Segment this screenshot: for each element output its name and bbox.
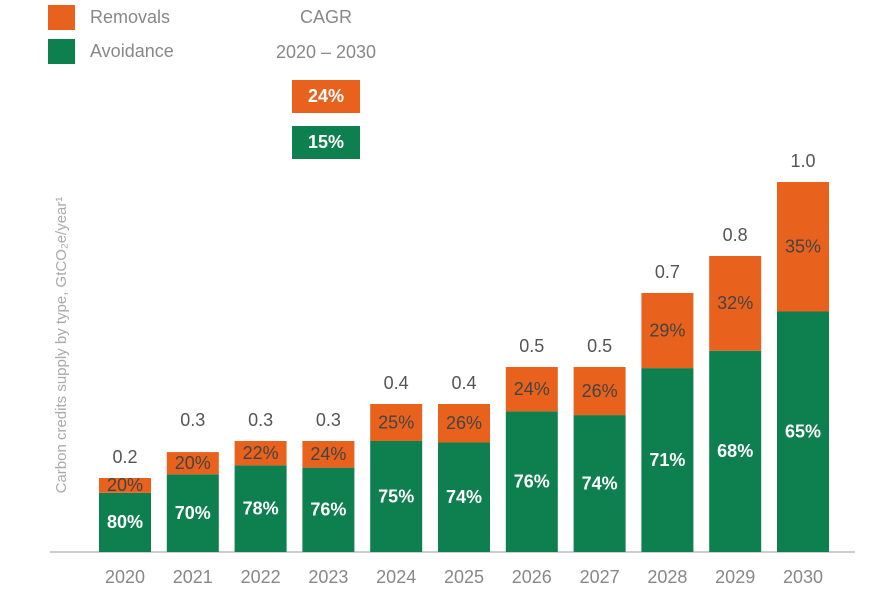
x-tick-label: 2022 [241, 567, 281, 587]
segment-label: 80% [107, 512, 143, 532]
bar-segment [302, 467, 355, 552]
segment-label: 68% [717, 441, 753, 461]
total-label: 0.8 [723, 225, 748, 245]
bar-segment [438, 442, 490, 552]
x-tick-label: 2030 [783, 567, 823, 587]
total-label: 1.0 [790, 151, 815, 171]
segment-label: 20% [175, 453, 211, 473]
bar-segment [709, 350, 762, 552]
segment-label: 20% [107, 475, 143, 495]
bar-segment [573, 367, 626, 416]
segment-label: 24% [514, 379, 550, 399]
bar-segment [505, 367, 558, 412]
x-tick-label: 2025 [444, 567, 484, 587]
x-tick-label: 2024 [376, 567, 416, 587]
legend-label: Removals [90, 7, 170, 27]
cagr-box [292, 80, 360, 113]
segment-label: 29% [649, 320, 685, 340]
segment-label: 65% [785, 422, 821, 442]
segment-label: 35% [785, 237, 821, 257]
total-label: 0.3 [180, 410, 205, 430]
segment-label: 32% [717, 293, 753, 313]
segment-label: 74% [582, 473, 618, 493]
x-tick-label: 2021 [173, 567, 213, 587]
total-label: 0.5 [519, 336, 544, 356]
x-tick-label: 2028 [647, 567, 687, 587]
x-tick-label: 2026 [512, 567, 552, 587]
x-tick-label: 2027 [580, 567, 620, 587]
segment-label: 71% [649, 450, 685, 470]
bar-segment [641, 368, 694, 552]
bar-segment [166, 474, 219, 552]
total-label: 0.2 [112, 447, 137, 467]
segment-label: 26% [582, 381, 618, 401]
segment-label: 24% [310, 444, 346, 464]
total-label: 0.7 [655, 262, 680, 282]
bar-segment [370, 441, 423, 552]
cagr-value: 15% [308, 132, 344, 152]
total-label: 0.5 [587, 336, 612, 356]
total-label: 0.4 [451, 373, 476, 393]
legend-swatch [48, 39, 75, 64]
bar-segment [641, 293, 694, 369]
bar-segment [99, 492, 151, 552]
x-tick-label: 2023 [308, 567, 348, 587]
segment-label: 70% [175, 503, 211, 523]
total-label: 0.3 [316, 410, 341, 430]
bar-segment [777, 182, 829, 312]
bar-segment [234, 441, 287, 466]
segment-label: 78% [243, 498, 279, 518]
bar-segment [166, 452, 219, 475]
segment-label: 76% [310, 500, 346, 520]
bar-segment [99, 478, 151, 493]
segment-label: 25% [378, 412, 414, 432]
bar-segment [777, 311, 829, 552]
legend-label: Avoidance [90, 41, 174, 61]
segment-label: 74% [446, 487, 482, 507]
y-axis-label: Carbon credits supply by type, GtCO₂e/ye… [53, 197, 70, 494]
cagr-period: 2020 – 2030 [276, 42, 376, 62]
cagr-box [292, 126, 360, 159]
x-tick-label: 2029 [715, 567, 755, 587]
segment-label: 26% [446, 413, 482, 433]
x-tick-label: 2020 [105, 567, 145, 587]
segment-label: 75% [378, 486, 414, 506]
bar-segment [438, 404, 490, 443]
cagr-value: 24% [308, 86, 344, 106]
cagr-title: CAGR [300, 7, 352, 27]
total-label: 0.3 [248, 410, 273, 430]
bar-segment [234, 465, 287, 552]
bar-segment [709, 256, 762, 351]
total-label: 0.4 [384, 373, 409, 393]
bar-segment [573, 415, 626, 552]
bar-segment [370, 404, 423, 441]
bar-segment [302, 441, 355, 468]
bar-segment [505, 411, 558, 552]
segment-label: 22% [243, 443, 279, 463]
legend-swatch [48, 5, 75, 30]
segment-label: 76% [514, 471, 550, 491]
